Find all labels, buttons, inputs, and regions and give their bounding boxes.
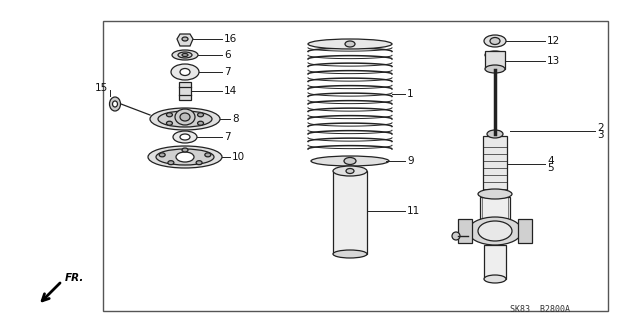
Text: 8: 8 <box>232 114 239 124</box>
Ellipse shape <box>150 108 220 130</box>
Ellipse shape <box>485 51 505 59</box>
Ellipse shape <box>487 130 503 138</box>
Text: 5: 5 <box>547 163 554 173</box>
Bar <box>483 136 507 194</box>
Ellipse shape <box>452 232 460 240</box>
Text: 13: 13 <box>547 56 560 66</box>
Text: 1: 1 <box>407 89 413 99</box>
Text: 2: 2 <box>597 123 604 133</box>
Ellipse shape <box>171 64 199 80</box>
Ellipse shape <box>109 97 120 111</box>
Text: 7: 7 <box>224 67 230 77</box>
Ellipse shape <box>490 38 500 44</box>
Text: 4: 4 <box>547 156 554 166</box>
Ellipse shape <box>175 109 195 125</box>
Bar <box>484 245 506 279</box>
Bar <box>458 219 472 243</box>
Text: 6: 6 <box>224 50 230 60</box>
Text: FR.: FR. <box>65 273 84 283</box>
Bar <box>179 82 191 100</box>
Text: 3: 3 <box>597 130 604 140</box>
Bar <box>485 51 505 69</box>
Text: 15: 15 <box>95 83 108 93</box>
Ellipse shape <box>173 131 197 143</box>
Ellipse shape <box>166 121 172 125</box>
Ellipse shape <box>345 41 355 47</box>
Ellipse shape <box>205 153 211 157</box>
Text: SK83  B2800A: SK83 B2800A <box>510 305 570 314</box>
Text: 11: 11 <box>407 206 420 216</box>
Ellipse shape <box>346 168 354 174</box>
Bar <box>333 171 367 254</box>
Ellipse shape <box>468 217 522 245</box>
Text: 14: 14 <box>224 86 237 96</box>
Text: 7: 7 <box>224 132 230 142</box>
Ellipse shape <box>198 121 204 125</box>
Ellipse shape <box>168 161 174 165</box>
Ellipse shape <box>172 50 198 60</box>
Ellipse shape <box>478 189 512 199</box>
Ellipse shape <box>484 35 506 47</box>
Ellipse shape <box>333 166 367 176</box>
Ellipse shape <box>113 101 118 107</box>
Ellipse shape <box>485 65 505 73</box>
Text: 12: 12 <box>547 36 560 46</box>
Text: 16: 16 <box>224 34 237 44</box>
Ellipse shape <box>176 152 194 162</box>
Ellipse shape <box>198 113 204 117</box>
Ellipse shape <box>158 111 212 127</box>
Ellipse shape <box>156 149 214 165</box>
Ellipse shape <box>180 134 190 140</box>
Bar <box>518 219 532 243</box>
Bar <box>480 197 510 231</box>
Ellipse shape <box>182 37 188 41</box>
Ellipse shape <box>159 153 165 157</box>
Ellipse shape <box>333 250 367 258</box>
Text: 10: 10 <box>232 152 245 162</box>
Ellipse shape <box>478 221 512 241</box>
Ellipse shape <box>182 54 188 56</box>
Ellipse shape <box>166 113 172 117</box>
Ellipse shape <box>308 39 392 49</box>
Ellipse shape <box>178 52 192 58</box>
Ellipse shape <box>344 158 356 165</box>
Ellipse shape <box>196 161 202 165</box>
Polygon shape <box>177 34 193 46</box>
Ellipse shape <box>182 148 188 152</box>
Ellipse shape <box>180 69 190 76</box>
Text: 9: 9 <box>407 156 413 166</box>
Ellipse shape <box>148 146 222 168</box>
Ellipse shape <box>180 113 190 121</box>
Bar <box>103 21 608 311</box>
Ellipse shape <box>311 156 389 166</box>
Ellipse shape <box>484 275 506 283</box>
